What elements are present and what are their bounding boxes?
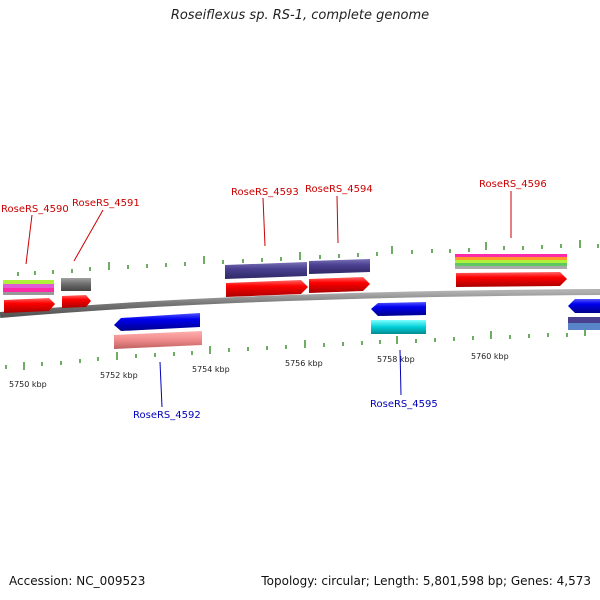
feature-bar-pink: [114, 331, 202, 349]
label-leader: [159, 361, 163, 408]
gene-RoseRS_4593[interactable]: RoseRS_4593: [225, 187, 308, 297]
accession-text: Accession: NC_009523: [9, 574, 146, 588]
feature-bar-gray: [455, 266, 567, 269]
feature-bar-lime: [455, 260, 567, 263]
gene-label: RoseRS_4591: [72, 198, 140, 209]
gene-RoseRS_4595[interactable]: RoseRS_4595: [370, 302, 438, 410]
gene-RoseRS_4594[interactable]: RoseRS_4594: [305, 184, 373, 293]
scale-label-5752: 5752 kbp: [100, 371, 138, 380]
feature-bar-navy: [568, 317, 600, 323]
gene-arrow-forward: [62, 295, 91, 308]
label-leader: [25, 214, 33, 265]
scale-label-5754: 5754 kbp: [192, 365, 230, 374]
gene-label: RoseRS_4590: [1, 204, 69, 215]
scale-label-5758: 5758 kbp: [377, 355, 415, 364]
feature-bar-orchid: [3, 284, 54, 288]
upper-ticks: [17, 240, 599, 276]
feature-bar-navy: [225, 262, 307, 279]
feature-bar-lime: [3, 280, 54, 284]
gene-RoseRS_4596[interactable]: RoseRS_4596: [455, 179, 567, 287]
feature-bar-gray: [3, 292, 54, 295]
gene-partial-right-edge[interactable]: [568, 299, 600, 330]
feature-bar-magenta: [455, 254, 567, 257]
scale-label-5760: 5760 kbp: [471, 352, 509, 361]
scale-label-5756: 5756 kbp: [285, 359, 323, 368]
gene-arrow-reverse: [114, 313, 200, 331]
feature-bar-cyan: [371, 320, 426, 334]
gene-label: RoseRS_4594: [305, 184, 373, 195]
label-leader: [336, 195, 339, 244]
gene-label: RoseRS_4592: [133, 410, 201, 421]
label-leader: [399, 349, 402, 396]
genome-backbone: [0, 289, 600, 318]
feature-bar-orange: [455, 257, 567, 260]
gene-label: RoseRS_4596: [479, 179, 547, 190]
gene-arrow-forward: [4, 298, 55, 313]
gene-arrow-reverse: [568, 299, 600, 313]
feature-bar-steelblue: [568, 323, 600, 330]
label-leader: [262, 197, 266, 247]
gene-RoseRS_4592[interactable]: RoseRS_4592: [114, 313, 202, 421]
gene-arrow-reverse: [371, 302, 426, 316]
gene-arrow-forward: [226, 280, 308, 297]
map-title: Roseiflexus sp. RS-1, complete genome: [170, 8, 430, 23]
gene-arrow-forward: [456, 272, 567, 287]
feature-bar-gray: [61, 278, 91, 291]
gene-label: RoseRS_4593: [231, 187, 299, 198]
feature-bar-navy: [309, 259, 370, 274]
feature-bar-green: [455, 263, 567, 266]
gene-RoseRS_4590[interactable]: RoseRS_4590: [1, 204, 69, 313]
gene-RoseRS_4591[interactable]: RoseRS_4591: [61, 198, 140, 308]
gene-arrow-forward: [309, 277, 370, 293]
label-leader: [73, 209, 104, 262]
scale-label-5750: 5750 kbp: [9, 380, 47, 389]
gene-label: RoseRS_4595: [370, 399, 438, 410]
genome-stats-text: Topology: circular; Length: 5,801,598 bp…: [261, 574, 591, 588]
feature-bar-magenta: [3, 288, 54, 292]
